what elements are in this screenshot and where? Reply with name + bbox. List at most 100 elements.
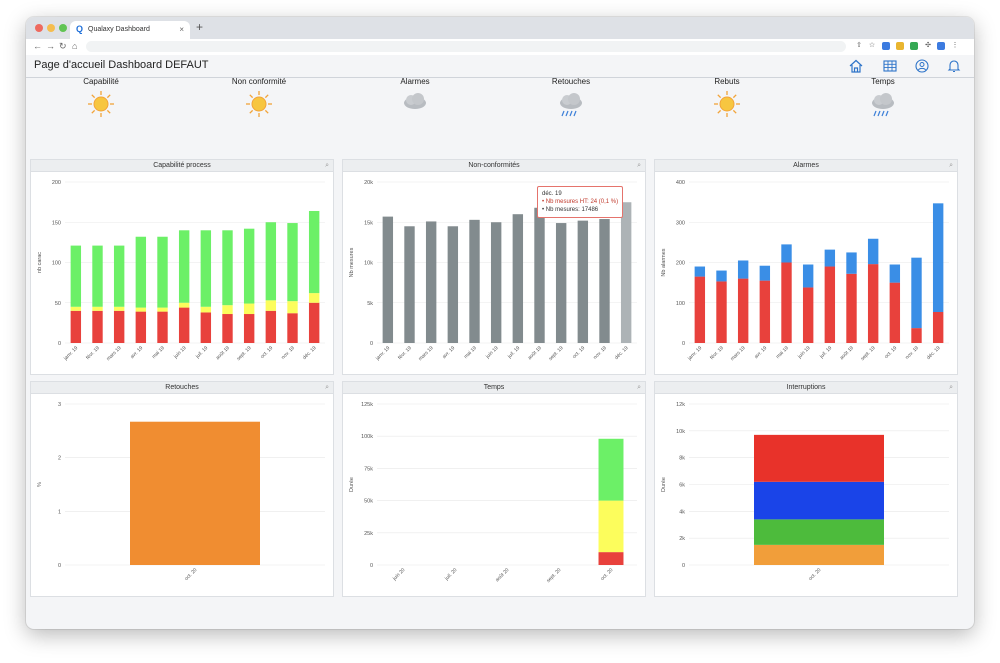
bar[interactable] [287,313,298,343]
bar[interactable] [846,252,857,274]
bar[interactable] [157,311,168,343]
zoom-icon[interactable]: ⌕ [325,384,329,391]
user-icon[interactable] [914,58,930,74]
bar[interactable] [200,312,212,343]
bar[interactable] [178,230,190,303]
bar[interactable] [889,282,901,343]
bar[interactable] [243,228,255,304]
bar[interactable] [243,303,255,315]
grid-icon[interactable] [882,58,898,74]
bar[interactable] [243,314,255,343]
zoom-icon[interactable]: ⌕ [325,162,329,169]
bar[interactable] [113,310,125,343]
share-icon[interactable]: ⇧ [856,42,862,49]
bar[interactable] [889,264,901,283]
maximize-window-button[interactable] [59,24,67,32]
bar[interactable] [512,214,524,343]
bar[interactable] [157,307,168,312]
bar[interactable] [222,314,233,343]
bar[interactable] [911,328,922,343]
bookmark-star-icon[interactable]: ☆ [868,42,876,49]
bar[interactable] [157,236,168,308]
tab-close-icon[interactable]: × [179,25,184,34]
bar[interactable] [200,230,212,307]
extension-icon[interactable] [910,42,918,50]
bar[interactable] [824,249,836,267]
bar[interactable] [404,226,415,343]
bar[interactable] [70,310,82,343]
profile-icon[interactable] [937,42,945,50]
bar[interactable] [781,262,792,344]
bar[interactable] [265,222,277,301]
browser-tab[interactable]: Q Qualaxy Dashboard × [70,21,190,39]
bar[interactable] [737,260,749,279]
bar[interactable] [781,244,792,263]
bar[interactable] [490,222,502,343]
bar[interactable] [555,223,567,343]
bar[interactable] [265,300,277,311]
bar[interactable] [178,307,190,343]
bar[interactable] [716,281,727,343]
bar[interactable] [694,276,706,343]
bar[interactable] [737,278,749,343]
reload-icon[interactable]: ↻ [59,41,67,51]
bar[interactable] [135,236,147,308]
bar[interactable] [598,438,624,501]
bar[interactable] [308,210,320,294]
zoom-icon[interactable]: ⌕ [637,384,641,391]
bar[interactable] [620,202,632,343]
bar[interactable] [135,307,147,312]
bar[interactable] [867,238,879,265]
bar[interactable] [867,264,879,343]
bar[interactable] [694,266,706,277]
zoom-icon[interactable]: ⌕ [949,162,953,169]
bar[interactable] [824,266,836,343]
bar[interactable] [716,270,727,282]
extension-icon[interactable] [896,42,904,50]
puzzle-icon[interactable]: ✣ [925,42,931,49]
bar[interactable] [113,306,125,311]
bar[interactable] [932,312,944,343]
back-icon[interactable]: ← [33,41,42,51]
bar[interactable] [534,207,545,343]
bar[interactable] [113,245,125,307]
bar[interactable] [754,544,884,565]
bar[interactable] [598,500,624,553]
bar[interactable] [802,264,814,288]
bar[interactable] [425,221,437,343]
forward-icon[interactable]: → [46,41,55,51]
bar[interactable] [135,311,147,343]
bar[interactable] [932,203,944,313]
bell-icon[interactable] [946,58,962,74]
bar[interactable] [130,421,260,565]
bar[interactable] [287,223,298,302]
home-browser-icon[interactable]: ⌂ [72,41,78,51]
bar[interactable] [92,245,103,307]
bar[interactable] [754,434,884,482]
bar[interactable] [200,306,212,313]
bar[interactable] [92,306,103,311]
bar[interactable] [469,219,480,343]
url-input[interactable] [86,41,846,52]
zoom-icon[interactable]: ⌕ [949,384,953,391]
bar[interactable] [382,216,394,343]
close-window-button[interactable] [35,24,43,32]
bar[interactable] [911,257,922,329]
bar[interactable] [846,273,857,343]
bar[interactable] [802,287,814,343]
bar[interactable] [308,293,320,303]
kebab-menu-icon[interactable]: ⋮ [951,42,959,49]
zoom-icon[interactable]: ⌕ [637,162,641,169]
bar[interactable] [754,519,884,545]
bar[interactable] [598,552,624,565]
extension-icon[interactable] [882,42,890,50]
bar[interactable] [178,302,190,308]
bar[interactable] [308,302,320,343]
bar[interactable] [70,245,82,307]
new-tab-button[interactable]: + [196,20,204,34]
bar[interactable] [754,481,884,520]
bar[interactable] [265,310,277,343]
minimize-window-button[interactable] [47,24,55,32]
bar[interactable] [222,230,233,306]
bar[interactable] [759,265,771,281]
